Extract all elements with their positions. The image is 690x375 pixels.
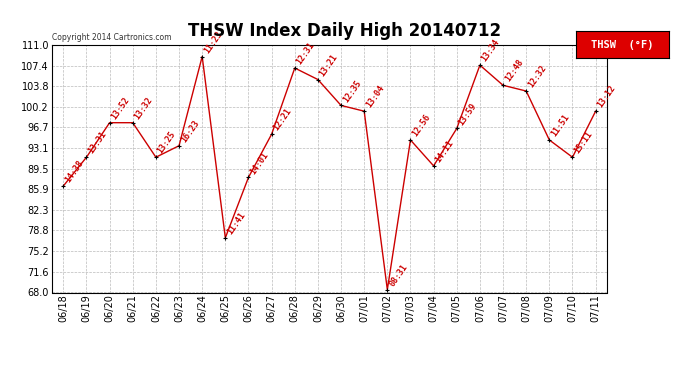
Text: 13:04: 13:04 — [364, 84, 386, 110]
Text: 13:59: 13:59 — [457, 101, 478, 127]
Text: 14:11: 14:11 — [433, 138, 455, 164]
Text: THSW Index Daily High 20140712: THSW Index Daily High 20140712 — [188, 22, 502, 40]
Text: 13:31: 13:31 — [86, 130, 108, 156]
Text: Copyright 2014 Cartronics.com: Copyright 2014 Cartronics.com — [52, 33, 171, 42]
Text: 13:25: 13:25 — [156, 130, 177, 156]
Text: 13:34: 13:34 — [480, 38, 502, 63]
Text: 12:21: 12:21 — [272, 107, 293, 132]
Text: 14:01: 14:01 — [248, 150, 270, 176]
Text: 12:48: 12:48 — [503, 58, 525, 84]
Text: 14:38: 14:38 — [63, 159, 85, 184]
Text: 12:56: 12:56 — [411, 112, 432, 138]
Text: THSW  (°F): THSW (°F) — [591, 40, 654, 50]
Text: 11:23: 11:23 — [202, 29, 224, 55]
Text: 13:52: 13:52 — [110, 95, 131, 121]
Text: 12:35: 12:35 — [341, 78, 363, 104]
Text: 08:31: 08:31 — [387, 262, 409, 288]
Text: 11:41: 11:41 — [226, 210, 247, 236]
Text: 13:12: 13:12 — [595, 84, 618, 110]
Text: 12:31: 12:31 — [295, 40, 317, 66]
Text: 15:11: 15:11 — [573, 130, 594, 156]
Text: 16:23: 16:23 — [179, 118, 201, 144]
Text: 13:32: 13:32 — [132, 95, 155, 121]
Text: 11:51: 11:51 — [549, 112, 571, 138]
Text: 12:32: 12:32 — [526, 64, 548, 89]
Text: 13:21: 13:21 — [318, 52, 339, 78]
